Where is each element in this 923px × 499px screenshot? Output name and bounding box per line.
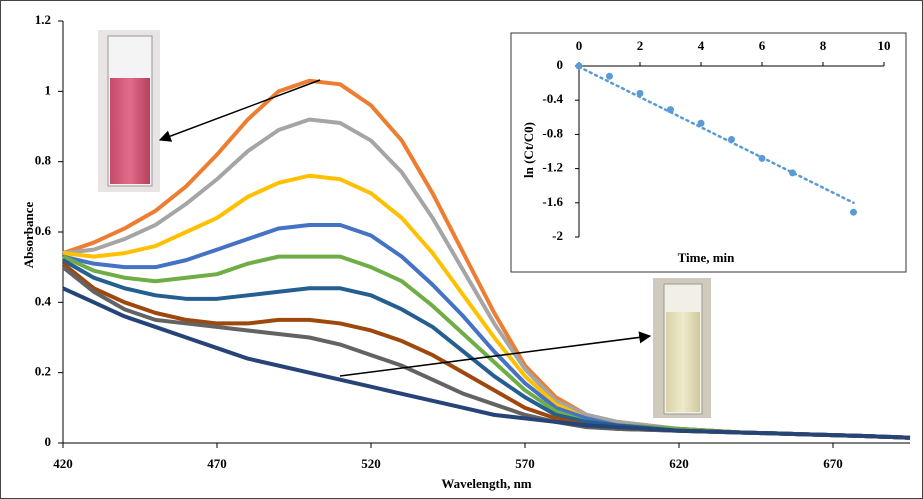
- cuvette-after: [653, 278, 711, 418]
- x-tick-label: 0: [576, 38, 583, 53]
- x-tick-label: 470: [207, 456, 227, 471]
- y-tick-label: 1: [45, 82, 52, 97]
- cuvette-before: [98, 30, 160, 192]
- x-tick-label: 670: [823, 456, 843, 471]
- x-tick-label: 620: [669, 456, 689, 471]
- spectrum-line: [62, 286, 911, 440]
- data-point: [697, 119, 705, 127]
- y-tick-label: 0.8: [35, 153, 52, 168]
- x-tick-label: 6: [759, 38, 766, 53]
- x-axis-label: Time, min: [678, 250, 736, 265]
- y-tick-label: 0.4: [35, 293, 52, 308]
- y-tick-label: -1.6: [542, 194, 563, 209]
- inset-plot: 0 -0.4 -0.8 -1.2 -1.6 -2 0 2 4 6 8 10 Time, min ln (C…: [521, 38, 891, 265]
- data-point: [850, 208, 857, 216]
- x-axis-label: Wavelength, nm: [441, 476, 531, 491]
- arrow: [339, 331, 652, 377]
- x-tick-label: 8: [820, 38, 827, 53]
- trendline: [577, 65, 855, 205]
- data-point: [667, 106, 674, 114]
- x-tick-label: 10: [878, 38, 891, 53]
- x-tick-label: 570: [515, 456, 535, 471]
- x-tick-label: 520: [361, 456, 381, 471]
- y-tick-label: -1.2: [542, 160, 563, 175]
- y-axis-label: ln (Ct/C0): [521, 122, 536, 178]
- y-tick-label: -0.8: [542, 125, 563, 140]
- arrow: [158, 79, 321, 142]
- y-tick-label: 1.2: [35, 12, 51, 27]
- y-tick-label: 0: [45, 434, 52, 449]
- x-tick-label: 2: [637, 38, 644, 53]
- data-point: [728, 136, 735, 144]
- x-tick-label: 4: [698, 38, 705, 53]
- y-tick-label: -2: [552, 228, 563, 243]
- data-point: [758, 154, 766, 162]
- y-tick-label: 0: [557, 57, 564, 72]
- data-point: [606, 72, 613, 80]
- data-point: [789, 169, 796, 177]
- data-point: [575, 62, 583, 70]
- y-axis-label: Absorbance: [21, 202, 36, 269]
- y-tick-label: 0.6: [35, 223, 52, 238]
- data-point: [636, 89, 644, 97]
- inset-frame: [510, 32, 907, 273]
- y-tick-label: -0.4: [542, 91, 563, 106]
- x-tick-label: 420: [53, 456, 73, 471]
- y-tick-label: 0.2: [35, 364, 51, 379]
